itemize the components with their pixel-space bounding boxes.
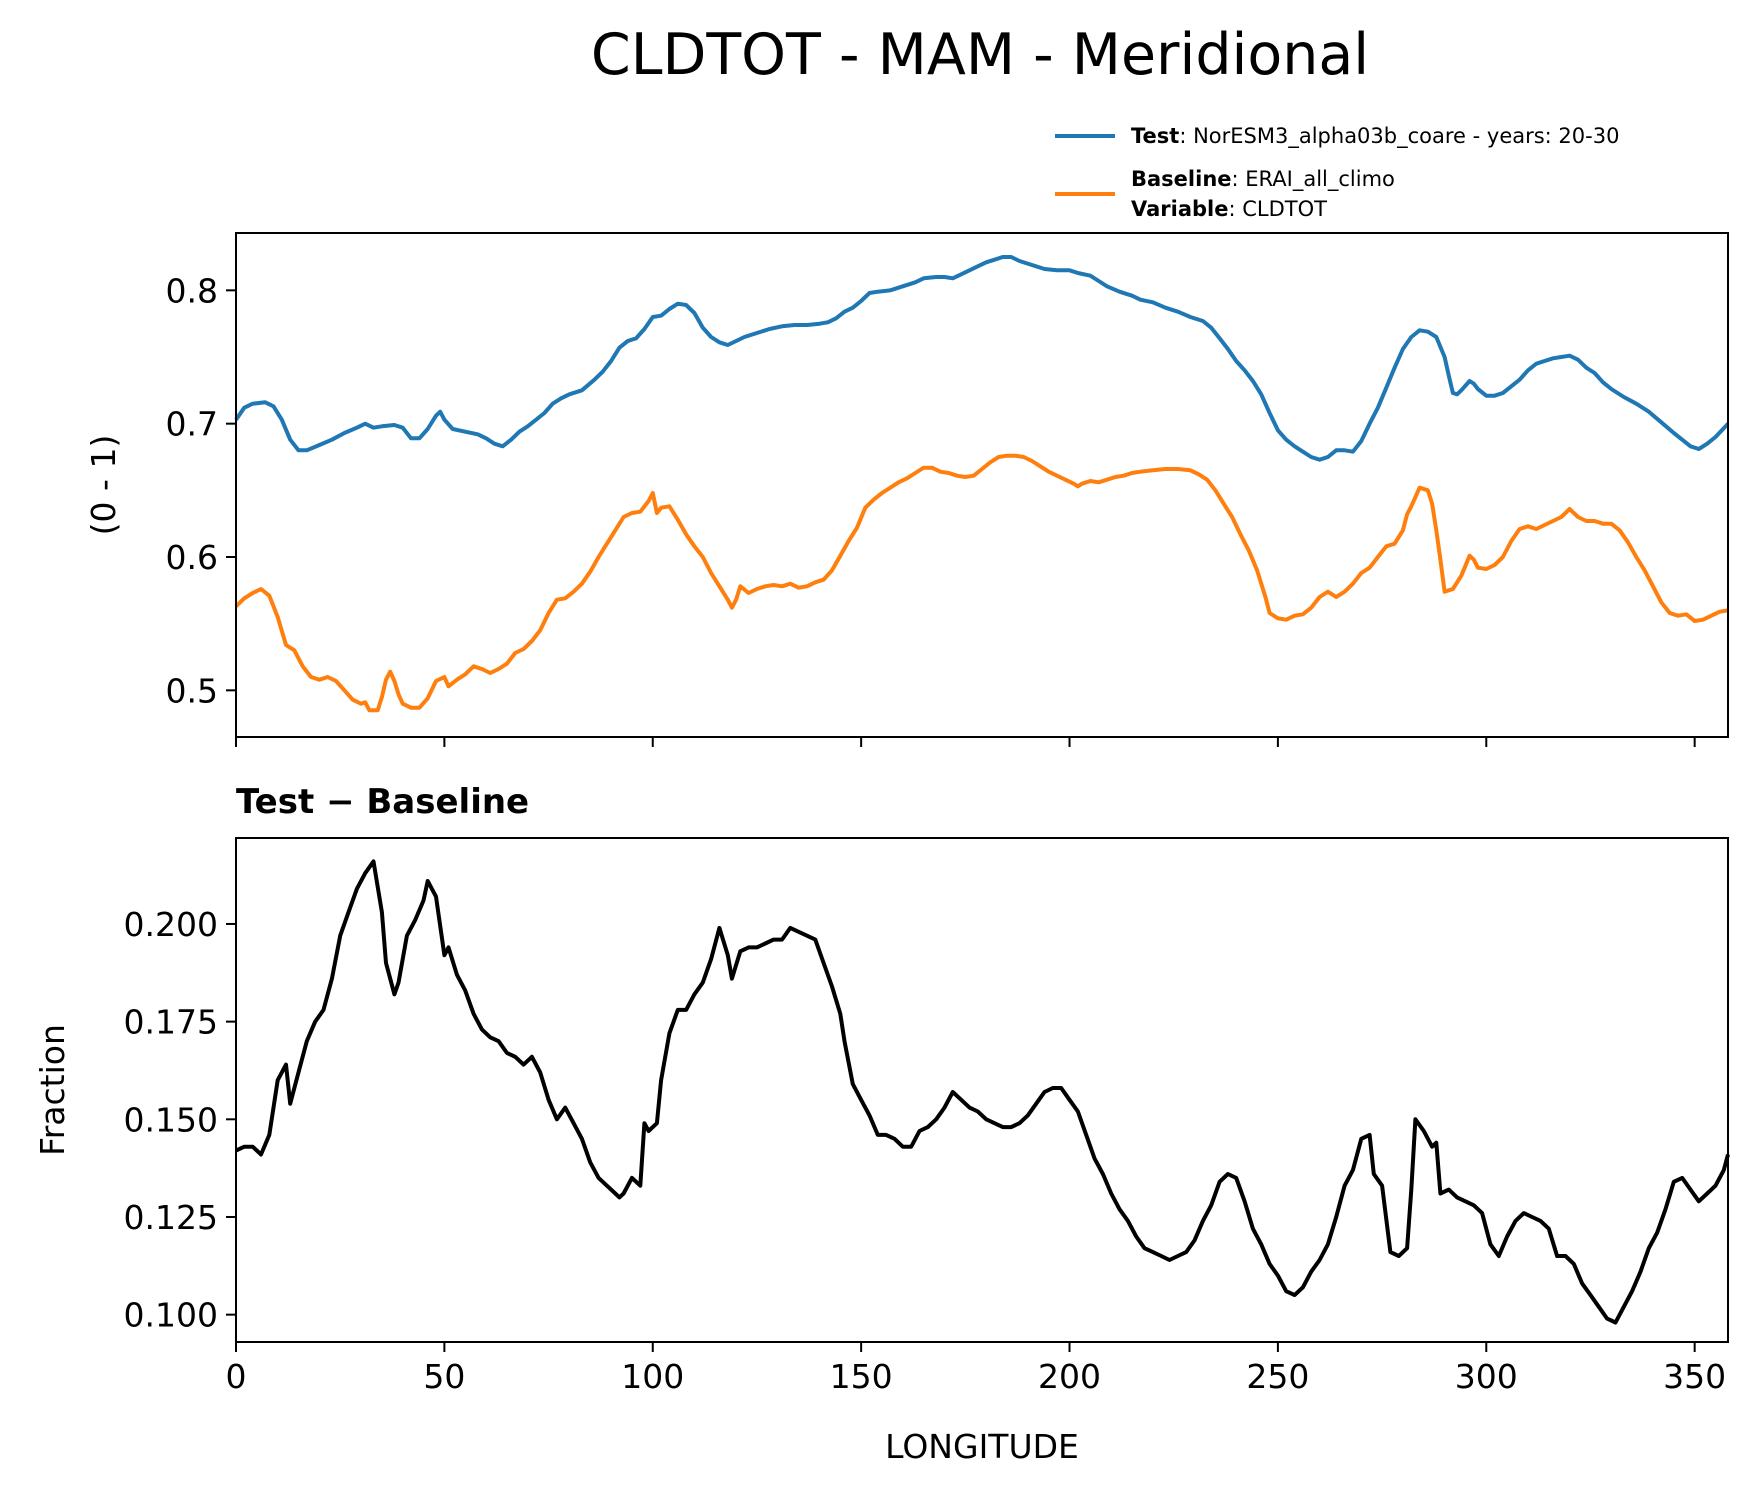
bottom-xtick-label: 100 bbox=[621, 1357, 684, 1396]
legend-test-rest: : NorESM3_alpha03b_coare - years: 20-30 bbox=[1179, 124, 1619, 149]
bottom-xtick-label: 250 bbox=[1246, 1357, 1309, 1396]
top-plot-frame bbox=[235, 232, 1729, 738]
legend: Test: NorESM3_alpha03b_coare - years: 20… bbox=[1055, 124, 1619, 221]
bottom-xtick-label: 50 bbox=[423, 1357, 465, 1396]
bottom-xlabel: LONGITUDE bbox=[885, 1427, 1079, 1466]
top-ticks-layer: 0.5 0.6 0.7 0.8 bbox=[166, 271, 1696, 747]
bottom-plot-frame bbox=[235, 837, 1729, 1343]
bottom-ytick-label: 0.200 bbox=[124, 905, 218, 944]
top-panel: 0.5 0.6 0.7 0.8 (0 - 1) bbox=[84, 232, 1730, 747]
bottom-xtick-label: 0 bbox=[226, 1357, 247, 1396]
bottom-xtick-label: 300 bbox=[1455, 1357, 1518, 1396]
top-ytick-label: 0.8 bbox=[166, 271, 218, 310]
top-ylabel: (0 - 1) bbox=[84, 435, 123, 536]
bottom-panel: Test − Baseline 0 50 100 150 200 250 300 350 0.1… bbox=[33, 782, 1730, 1466]
bottom-ylabel: Fraction bbox=[33, 1024, 72, 1156]
legend-baseline-label: Baseline: ERAI_all_climo bbox=[1131, 167, 1395, 192]
bottom-xtick-label: 350 bbox=[1663, 1357, 1726, 1396]
bottom-ytick-label: 0.100 bbox=[124, 1296, 218, 1335]
bottom-ytick-label: 0.150 bbox=[124, 1100, 218, 1139]
bottom-ytick-label: 0.175 bbox=[124, 1003, 218, 1042]
bottom-panel-title: Test − Baseline bbox=[236, 782, 529, 822]
top-ytick-label: 0.7 bbox=[166, 405, 218, 444]
top-series-baseline-line bbox=[234, 453, 1729, 713]
legend-variable-bold: Variable bbox=[1131, 197, 1228, 221]
legend-baseline-rest: : ERAI_all_climo bbox=[1232, 167, 1395, 192]
top-series-layer bbox=[234, 255, 1730, 713]
legend-variable-rest: : CLDTOT bbox=[1228, 197, 1327, 221]
legend-baseline-bold: Baseline bbox=[1131, 167, 1232, 191]
bottom-series-layer bbox=[235, 859, 1730, 1325]
bottom-xtick-label: 200 bbox=[1038, 1357, 1101, 1396]
top-series-test-line bbox=[234, 255, 1730, 462]
legend-variable-label: Variable: CLDTOT bbox=[1131, 197, 1327, 221]
bottom-ytick-label: 0.125 bbox=[124, 1198, 218, 1237]
legend-test-bold: Test bbox=[1131, 124, 1179, 148]
legend-test-label: Test: NorESM3_alpha03b_coare - years: 20… bbox=[1131, 124, 1619, 149]
top-ytick-label: 0.5 bbox=[166, 671, 218, 710]
bottom-series-diff-line bbox=[235, 859, 1730, 1325]
bottom-ticks-layer: 0 50 100 150 200 250 300 350 0.100 0.125 0.150 0.17… bbox=[124, 905, 1727, 1396]
bottom-xtick-label: 150 bbox=[830, 1357, 893, 1396]
top-ytick-label: 0.6 bbox=[166, 538, 218, 577]
figure-title: CLDTOT - MAM - Meridional bbox=[591, 22, 1369, 88]
